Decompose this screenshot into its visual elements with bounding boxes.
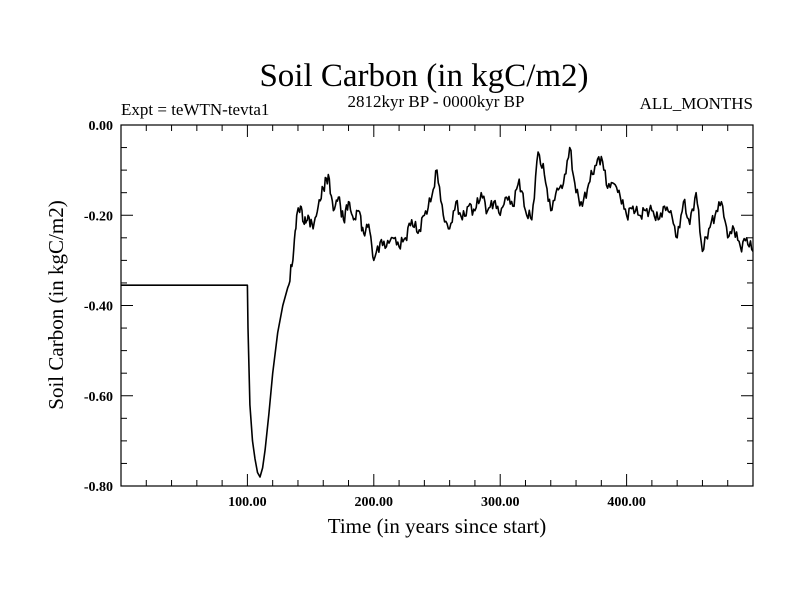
y-axis-label: Soil Carbon (in kgC/m2) [44,200,68,409]
tick-labels-group: 100.00 200.00 300.00 400.00 0.00 -0.20 -0.40 -0… [84,119,646,510]
series-group [121,146,754,478]
y-tick-label: -0.40 [84,300,113,315]
x-tick-label: 300.00 [481,495,520,510]
y-tick-label: -0.60 [84,390,113,405]
y-tick-label: 0.00 [89,119,114,134]
axes-group [120,124,754,487]
x-tick-label: 400.00 [607,495,646,510]
plot-frame [120,124,754,487]
experiment-label: Expt = teWTN-tevta1 [121,100,269,119]
y-tick-label: -0.80 [84,480,113,495]
ticks-group [121,124,753,487]
series-line [121,146,754,478]
x-axis-label: Time (in years since start) [328,514,547,538]
y-tick-label: -0.20 [84,209,113,224]
x-tick-label: 100.00 [228,495,267,510]
x-tick-label: 200.00 [355,495,394,510]
chart-title: Soil Carbon (in kgC/m2) [259,58,588,94]
period-label: 2812kyr BP - 0000kyr BP [348,92,525,111]
months-label: ALL_MONTHS [640,94,753,113]
